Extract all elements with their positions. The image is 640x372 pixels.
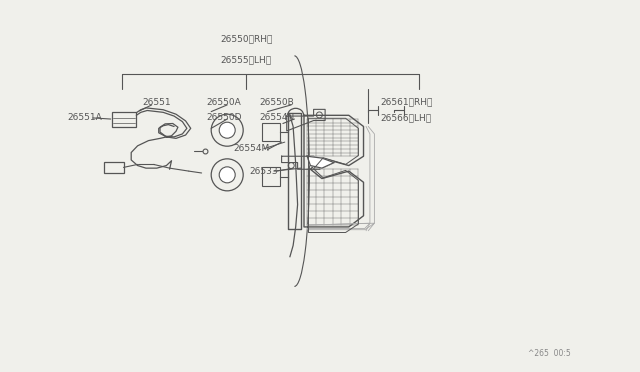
Text: 26533: 26533 bbox=[250, 167, 278, 176]
Text: ^265  00:5: ^265 00:5 bbox=[528, 349, 571, 358]
Text: 26550D: 26550D bbox=[206, 113, 241, 122]
Text: 26550B: 26550B bbox=[259, 98, 294, 107]
Circle shape bbox=[219, 122, 236, 138]
Text: 26554N: 26554N bbox=[259, 113, 294, 122]
Polygon shape bbox=[307, 156, 334, 168]
Text: 26566〈LH〉: 26566〈LH〉 bbox=[381, 114, 432, 123]
Text: 26551A: 26551A bbox=[67, 113, 102, 122]
Text: 26550A: 26550A bbox=[206, 98, 241, 107]
Text: 26554M: 26554M bbox=[234, 144, 270, 153]
Circle shape bbox=[219, 167, 236, 183]
Text: 26551: 26551 bbox=[142, 98, 171, 107]
Text: 26550〈RH〉: 26550〈RH〉 bbox=[220, 35, 273, 44]
Text: 26555〈LH〉: 26555〈LH〉 bbox=[221, 55, 272, 64]
Text: 26561〈RH〉: 26561〈RH〉 bbox=[381, 98, 433, 107]
